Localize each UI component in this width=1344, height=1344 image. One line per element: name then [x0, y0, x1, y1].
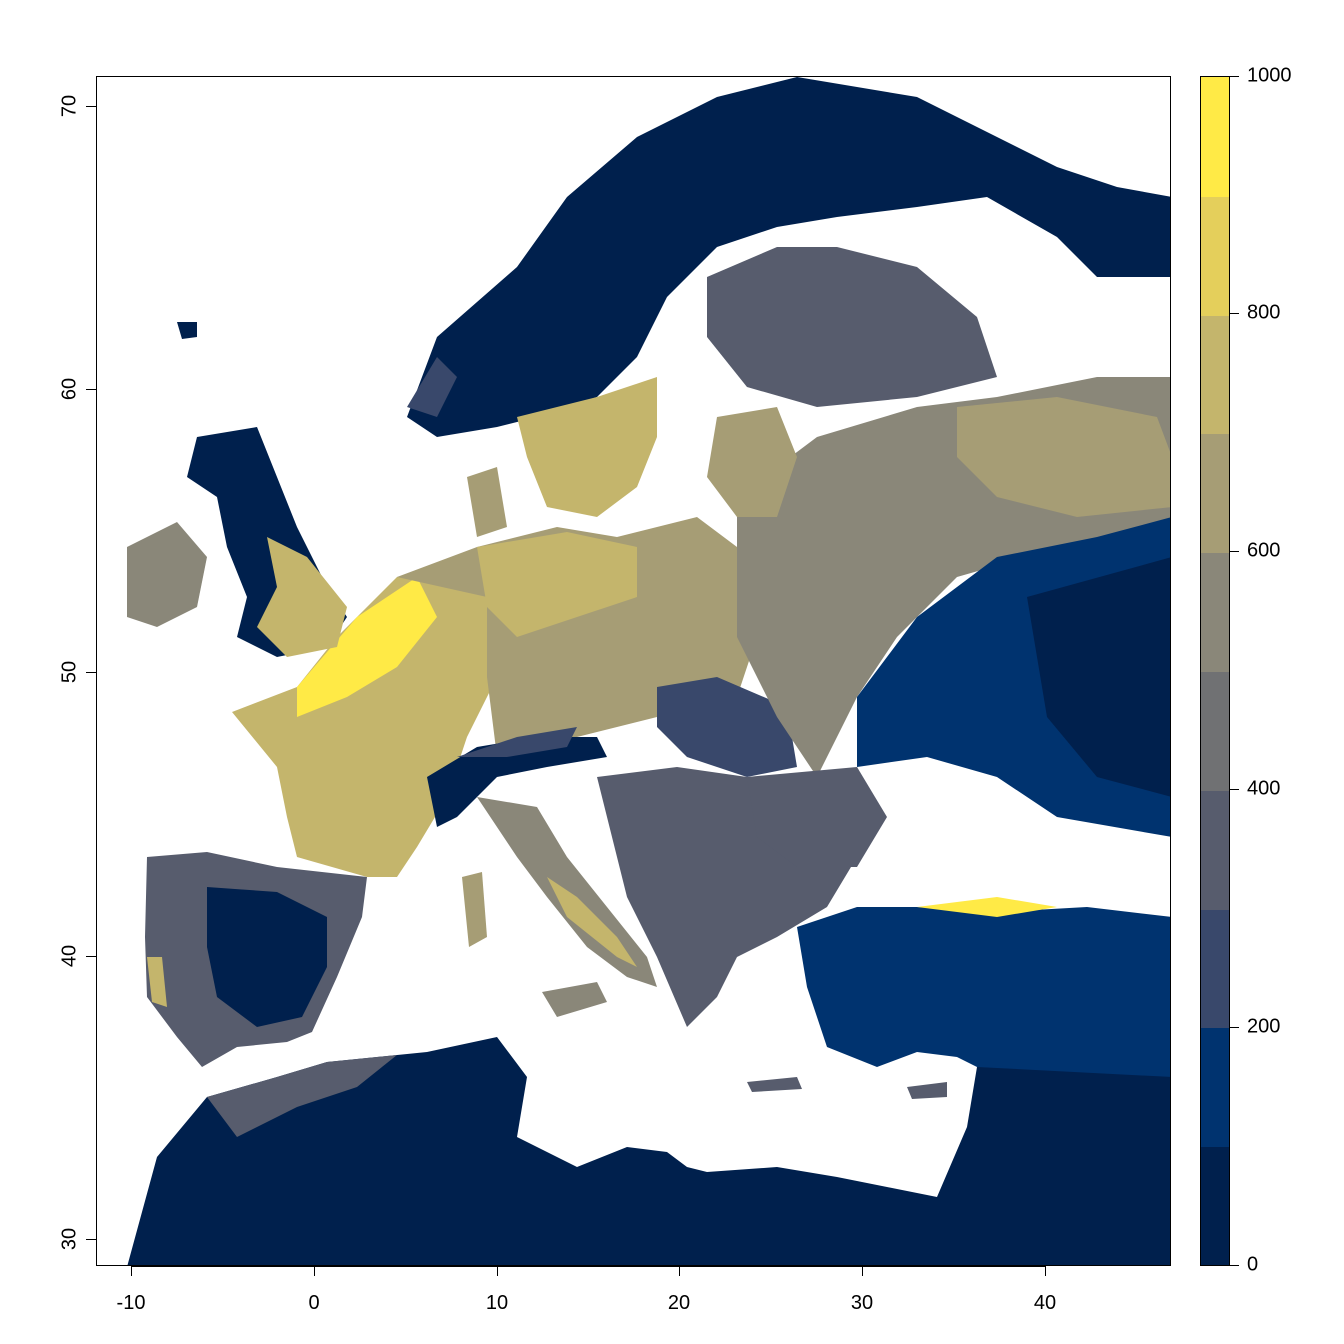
y-tick-mark	[86, 672, 96, 673]
region-finland	[707, 247, 997, 407]
y-tick-mark	[86, 106, 96, 107]
legend-tick-mark	[1230, 789, 1239, 790]
legend-color-step	[1201, 1027, 1229, 1148]
region-north-africa	[127, 1037, 1170, 1265]
region-scandinavia	[407, 77, 1170, 437]
x-tick-label: 40	[1033, 1292, 1057, 1314]
map-panel	[96, 76, 1171, 1266]
x-tick-label: -10	[116, 1292, 146, 1314]
x-tick-mark	[679, 1266, 680, 1276]
x-tick-mark	[314, 1266, 315, 1276]
legend-color-step	[1201, 77, 1229, 197]
region-alps	[427, 737, 607, 827]
y-tick-mark	[86, 389, 96, 390]
legend-color-step	[1201, 552, 1229, 672]
region-south-sweden	[517, 377, 657, 517]
legend-color-step	[1201, 1146, 1229, 1265]
region-italy-coast	[547, 877, 637, 967]
legend-label: 600	[1247, 539, 1281, 562]
y-tick-mark	[86, 956, 96, 957]
legend-color-step	[1201, 908, 1229, 1029]
region-sardinia	[462, 872, 487, 947]
y-axis-line	[96, 106, 97, 1240]
x-axis-line	[131, 1266, 1045, 1267]
legend-tick-mark	[1230, 1265, 1239, 1266]
region-faroe	[177, 322, 197, 339]
region-turkey-coast	[917, 897, 1057, 917]
region-norway-fjords	[407, 357, 457, 417]
europe-map	[127, 77, 1170, 1265]
y-tick-label: 60	[58, 377, 81, 401]
y-tick-label: 40	[58, 944, 81, 968]
region-sicily	[542, 982, 607, 1017]
region-atlas	[207, 1055, 397, 1137]
region-baltics	[707, 407, 797, 517]
region-crete	[747, 1077, 802, 1092]
legend-tick-mark	[1230, 313, 1239, 314]
legend-tick-mark	[1230, 1027, 1239, 1028]
x-tick-mark	[862, 1266, 863, 1276]
legend-tick-mark	[1230, 551, 1239, 552]
y-tick-label: 50	[58, 660, 81, 684]
y-tick-label: 70	[58, 94, 81, 118]
x-tick-label: 30	[850, 1292, 874, 1314]
y-tick-label: 30	[58, 1227, 81, 1251]
region-england	[257, 537, 347, 657]
region-iberia-meseta	[207, 887, 327, 1027]
region-france-north	[297, 577, 437, 717]
x-tick-label: 0	[308, 1292, 320, 1314]
x-tick-mark	[131, 1266, 132, 1276]
legend-color-step	[1201, 789, 1229, 910]
legend-color-step	[1201, 433, 1229, 554]
x-tick-mark	[1045, 1266, 1046, 1276]
legend-color-step	[1201, 314, 1229, 435]
region-cyprus	[907, 1082, 947, 1099]
region-iberia-coast	[147, 957, 167, 1007]
x-tick-label: 10	[485, 1292, 509, 1314]
region-russia-south	[1027, 557, 1170, 797]
color-legend-bar	[1200, 76, 1230, 1266]
region-romania	[747, 767, 887, 867]
legend-label: 1000	[1247, 64, 1292, 87]
y-tick-mark	[86, 1239, 96, 1240]
region-denmark	[467, 467, 507, 537]
region-france	[232, 567, 497, 877]
legend-color-step	[1201, 195, 1229, 316]
legend-label: 0	[1247, 1253, 1259, 1276]
x-tick-label: 20	[667, 1292, 691, 1314]
region-turkey	[797, 907, 1170, 1077]
legend-label: 800	[1247, 301, 1281, 324]
legend-tick-mark	[1230, 76, 1239, 77]
region-germany-yellow	[477, 532, 637, 637]
legend-color-step	[1201, 671, 1229, 791]
region-carpathians	[657, 677, 797, 777]
legend-label: 200	[1247, 1015, 1281, 1038]
legend-label: 400	[1247, 777, 1281, 800]
region-alps-edge	[457, 727, 577, 757]
region-ireland	[127, 522, 207, 627]
x-tick-mark	[497, 1266, 498, 1276]
region-russia-west	[957, 397, 1170, 517]
